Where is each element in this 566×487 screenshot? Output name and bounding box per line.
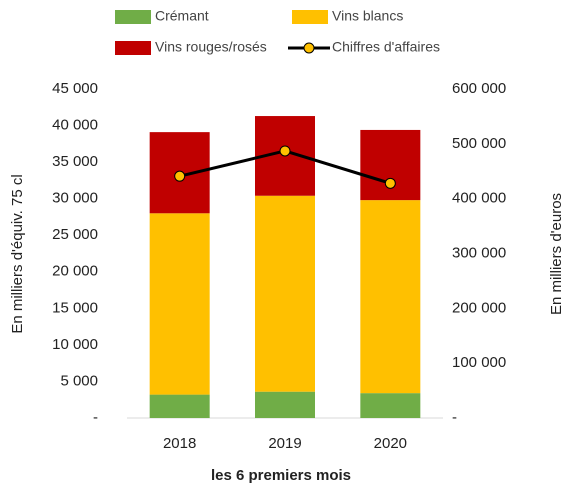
- y2-axis-title: En milliers d'euros: [548, 193, 565, 315]
- bar-segment: [360, 129, 421, 201]
- y-tick-label: 45 000: [52, 80, 98, 97]
- bar-segment: [149, 394, 210, 418]
- bar-segment: [255, 391, 315, 418]
- legend-label: Vins rouges/rosés: [155, 39, 267, 55]
- line-marker: [384, 177, 396, 189]
- line-marker: [174, 170, 186, 182]
- legend-label: Vins blancs: [332, 8, 403, 24]
- legend-label: Chiffres d'affaires: [332, 39, 440, 55]
- y2-tick-label: 500 000: [452, 135, 506, 152]
- y-tick-label: 5 000: [60, 372, 98, 389]
- y-tick-label: -: [93, 409, 98, 426]
- legend-marker: [303, 42, 315, 54]
- bar-segment: [360, 393, 421, 418]
- y-tick-label: 40 000: [52, 117, 98, 134]
- y-axis-title: En milliers d'équiv. 75 cl: [9, 174, 26, 333]
- y2-tick-label: 100 000: [452, 354, 506, 371]
- bar-segment: [255, 195, 315, 392]
- x-axis-title: les 6 premiers mois: [211, 467, 351, 484]
- y-tick-label: 15 000: [52, 299, 98, 316]
- y2-tick-label: 300 000: [452, 244, 506, 261]
- y-tick-label: 35 000: [52, 153, 98, 170]
- y-tick-label: 20 000: [52, 263, 98, 280]
- legend-swatch: [292, 10, 328, 24]
- x-tick-label: 2020: [374, 435, 407, 452]
- x-tick-label: 2018: [163, 435, 196, 452]
- y2-tick-label: 200 000: [452, 299, 506, 316]
- legend-label: Crémant: [155, 8, 209, 24]
- bar-segment: [360, 200, 421, 394]
- y-tick-label: 25 000: [52, 226, 98, 243]
- legend: Crémant Vins blancs Vins rouges/rosés Chiff…: [115, 8, 440, 55]
- y-tick-label: 10 000: [52, 336, 98, 353]
- legend-swatch: [115, 41, 151, 55]
- bar-segment: [149, 213, 210, 395]
- y-tick-label: 30 000: [52, 190, 98, 207]
- legend-swatch: [115, 10, 151, 24]
- y2-tick-label: -: [452, 409, 457, 426]
- x-tick-label: 2019: [268, 435, 301, 452]
- y2-tick-label: 400 000: [452, 190, 506, 207]
- y2-tick-label: 600 000: [452, 80, 506, 97]
- line-marker: [279, 145, 291, 157]
